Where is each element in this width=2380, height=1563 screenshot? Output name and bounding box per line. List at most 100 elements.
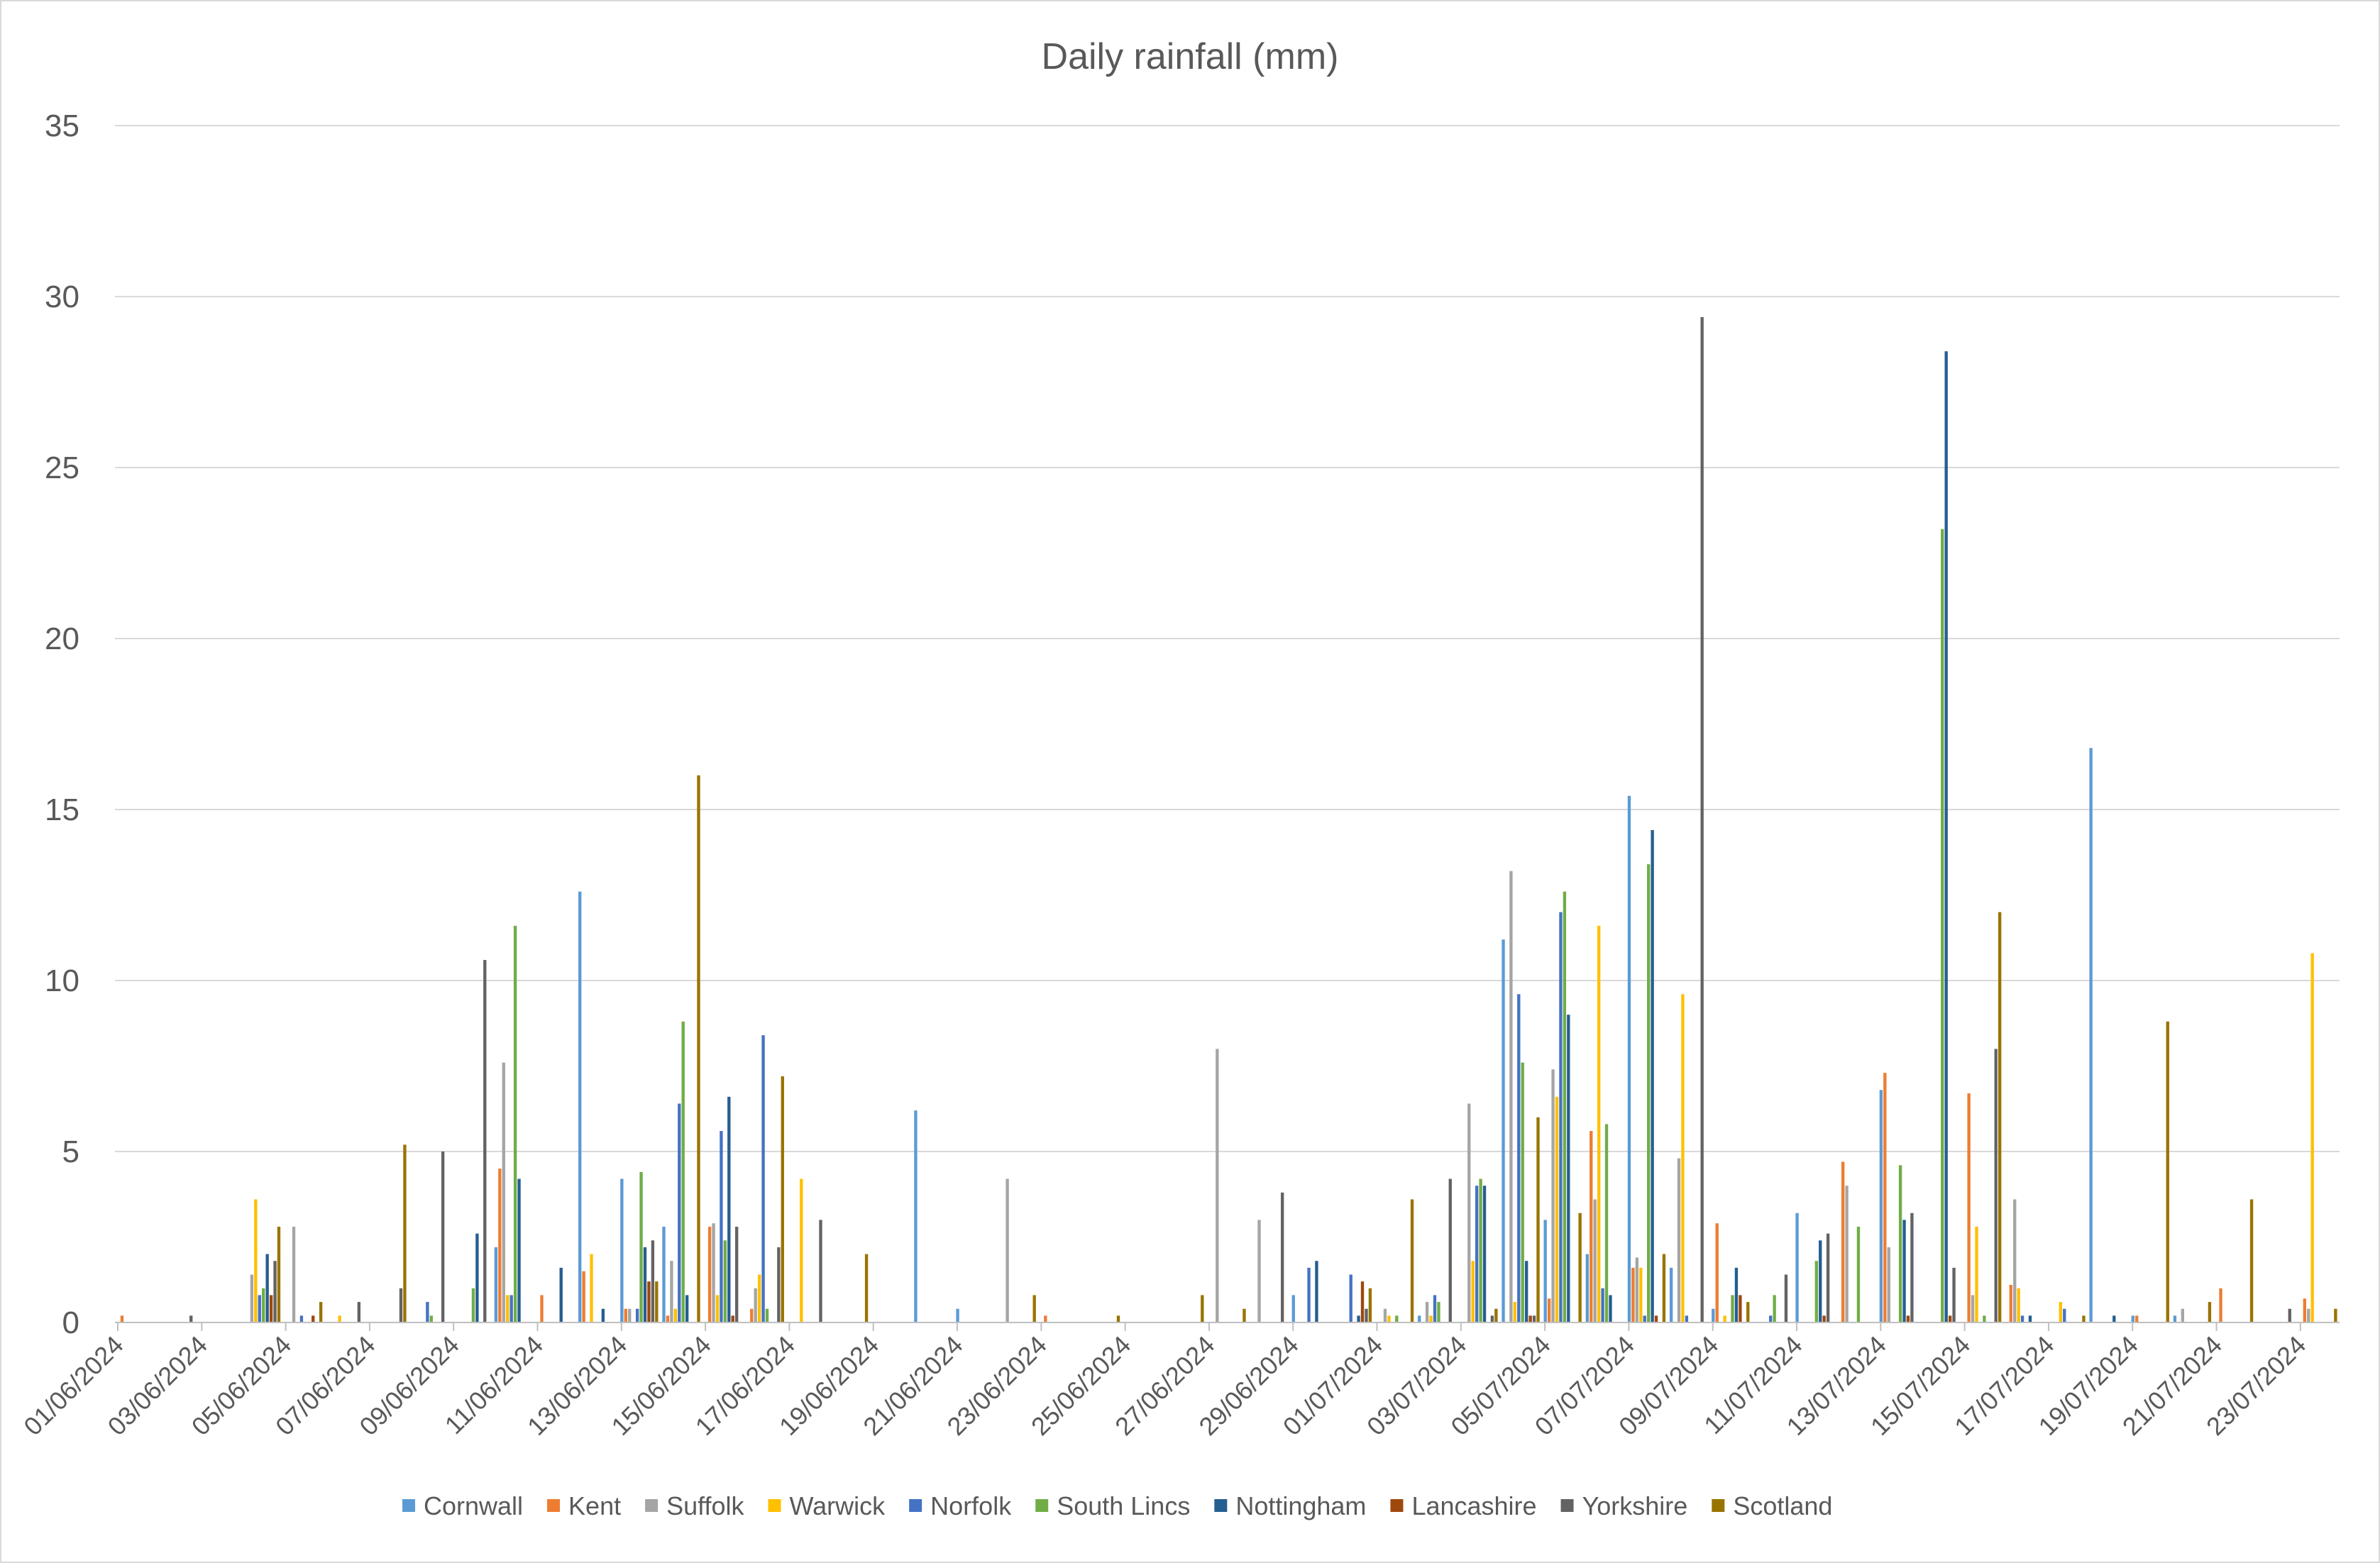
bar	[1723, 1315, 1726, 1322]
bar	[1116, 1315, 1120, 1322]
bar	[1597, 925, 1601, 1322]
bar	[781, 1076, 784, 1322]
bar	[2288, 1308, 2291, 1322]
bar	[2334, 1308, 2337, 1322]
bar	[1032, 1295, 1036, 1322]
bar	[559, 1267, 563, 1322]
bar	[2135, 1315, 2139, 1322]
bar	[1395, 1315, 1399, 1322]
bar	[777, 1247, 781, 1322]
bar	[292, 1227, 296, 1322]
bar	[498, 1169, 502, 1322]
bar	[800, 1178, 803, 1322]
bar	[639, 1171, 643, 1322]
bar	[1941, 529, 1944, 1322]
bar	[1604, 1124, 1609, 1322]
bar	[258, 1295, 261, 1322]
bar	[509, 1295, 513, 1322]
bar	[624, 1308, 627, 1322]
legend-swatch	[1390, 1499, 1404, 1512]
bar	[1357, 1315, 1360, 1322]
bar	[1826, 1233, 1830, 1322]
bar	[1948, 1315, 1952, 1322]
bar	[1902, 1220, 1906, 1322]
bar	[2020, 1315, 2024, 1322]
bar	[1349, 1274, 1352, 1322]
bar	[685, 1295, 689, 1322]
bar	[1643, 1315, 1646, 1322]
bar	[864, 1254, 869, 1322]
bar	[265, 1254, 269, 1322]
bar	[1856, 1227, 1861, 1322]
bar	[956, 1308, 959, 1322]
y-tick-label: 5	[62, 1134, 79, 1169]
bar	[399, 1288, 403, 1322]
legend-swatch	[402, 1499, 415, 1512]
bar	[312, 1315, 315, 1322]
bar	[1795, 1213, 1799, 1322]
bar	[1887, 1247, 1890, 1322]
bar	[1700, 316, 1704, 1322]
bar	[1585, 1254, 1590, 1322]
y-tick-label: 30	[45, 280, 79, 314]
bar	[1387, 1315, 1391, 1322]
bar	[506, 1295, 509, 1322]
bar	[1536, 1117, 1540, 1322]
bar	[1425, 1302, 1429, 1322]
bar	[1547, 1298, 1551, 1322]
bar	[1555, 1096, 1559, 1322]
bar	[1662, 1254, 1666, 1322]
bar	[319, 1302, 323, 1322]
legend-label: Suffolk	[666, 1491, 744, 1520]
bar	[670, 1261, 673, 1322]
bar	[643, 1247, 647, 1322]
bar	[1291, 1295, 1295, 1322]
bar	[1734, 1267, 1739, 1322]
bar	[662, 1227, 666, 1322]
bar	[1983, 1315, 1986, 1322]
bars	[120, 316, 2337, 1322]
bar	[620, 1178, 624, 1322]
bar	[1952, 1267, 1956, 1322]
bar	[494, 1247, 498, 1322]
bar	[1521, 1062, 1524, 1322]
bar	[651, 1240, 655, 1322]
bar	[1784, 1274, 1788, 1322]
bar	[1490, 1315, 1494, 1322]
bar	[2173, 1315, 2177, 1322]
bar	[2063, 1308, 2066, 1322]
bar	[1906, 1315, 1910, 1322]
bar	[1315, 1261, 1318, 1322]
bar	[1479, 1178, 1482, 1322]
bar	[1509, 871, 1513, 1322]
bar	[712, 1223, 715, 1322]
bar	[1746, 1302, 1750, 1322]
bar	[2310, 953, 2314, 1322]
bar	[720, 1131, 723, 1322]
chart-title: Daily rainfall (mm)	[1042, 36, 1339, 77]
bar	[757, 1274, 761, 1322]
bar	[1944, 351, 1948, 1322]
legend-swatch	[1560, 1499, 1574, 1512]
bar	[819, 1220, 822, 1322]
bar	[1822, 1315, 1826, 1322]
bar	[1517, 994, 1521, 1322]
bar	[1769, 1315, 1773, 1322]
bar	[735, 1227, 739, 1322]
bar	[2112, 1315, 2116, 1322]
bar	[1593, 1199, 1597, 1322]
bar	[635, 1308, 639, 1322]
bar	[1715, 1223, 1719, 1322]
bar	[2208, 1302, 2212, 1322]
bar	[1524, 1261, 1528, 1322]
bar	[1685, 1315, 1689, 1322]
bar	[754, 1288, 757, 1322]
y-tick-label: 35	[45, 109, 79, 143]
legend: Cornwall Kent Suffolk Warwick Norfolk South L…	[402, 1491, 1832, 1520]
bar	[727, 1096, 731, 1322]
bar	[697, 775, 700, 1322]
bar	[1433, 1295, 1437, 1322]
bar	[761, 1035, 765, 1322]
bar	[483, 960, 487, 1322]
bar	[403, 1144, 407, 1322]
